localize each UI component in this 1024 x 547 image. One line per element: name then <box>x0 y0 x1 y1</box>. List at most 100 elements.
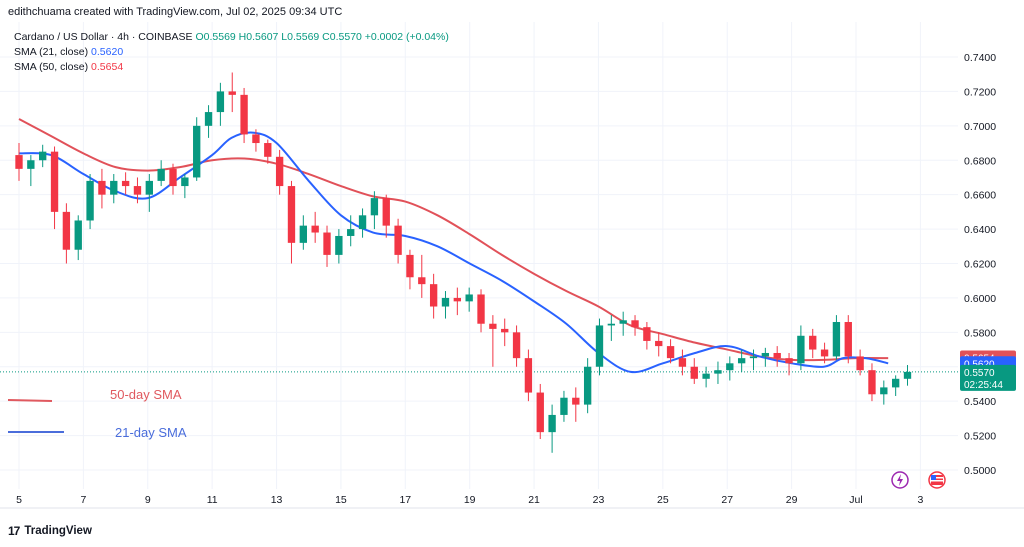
candle-body <box>418 277 426 285</box>
chart-attribution: edithchuama created with TradingView.com… <box>8 6 343 18</box>
candle-body <box>737 358 746 364</box>
brand-name: TradingView <box>24 525 92 537</box>
candle <box>595 318 604 376</box>
candle <box>773 346 781 367</box>
candle-body <box>749 356 758 359</box>
candle-body <box>74 220 82 250</box>
candle <box>204 105 213 138</box>
candle-body <box>275 156 284 187</box>
candle-body <box>15 155 23 169</box>
candle-body <box>773 352 781 359</box>
candle-body <box>465 294 473 302</box>
y-tick-label: 0.7200 <box>964 86 996 98</box>
x-axis[interactable]: 5 7 9 11 13 15 17 19 21 23 25 27 29 Jul 3 <box>16 494 923 506</box>
candle-body <box>868 370 876 395</box>
chart-legend: Cardano / US Dollar · 4h · COINBASE O0.5… <box>14 30 449 75</box>
candle-body <box>453 297 462 302</box>
x-tick-label: 19 <box>464 494 476 506</box>
y-tick-label: 0.5200 <box>964 431 996 443</box>
candle-body <box>761 352 770 357</box>
candle <box>868 363 876 402</box>
candle <box>358 208 367 238</box>
candle <box>832 315 841 360</box>
candle-body <box>358 215 367 230</box>
candle-body <box>406 254 414 278</box>
candle <box>726 356 734 381</box>
symbol-title[interactable]: Cardano / US Dollar · 4h · COINBASE <box>14 31 193 43</box>
candle-body <box>98 180 106 195</box>
y-tick-label: 0.7000 <box>964 121 996 133</box>
candle-body <box>678 358 687 367</box>
candle-body <box>287 186 296 243</box>
candle <box>382 194 390 238</box>
sma50-line <box>18 118 889 362</box>
candle-body <box>394 225 402 255</box>
chart-grid <box>0 22 1024 509</box>
candle-body <box>323 232 331 255</box>
candle <box>891 375 900 397</box>
y-tick-label: 0.6800 <box>964 155 996 167</box>
y-axis[interactable]: 0.7400 0.7200 0.7000 0.6800 0.6600 0.6400 0.62… <box>964 52 996 477</box>
sma21-legend-value: 0.5620 <box>91 46 124 58</box>
candle <box>323 225 331 267</box>
candle <box>157 160 165 187</box>
candle-body <box>631 320 639 328</box>
candle-body <box>347 229 355 236</box>
candle <box>820 342 829 364</box>
ohlc-readout: O0.5569 H0.5607 L0.5569 C0.5570 +0.0002 … <box>195 31 449 43</box>
candle <box>110 174 118 204</box>
candle-body <box>370 198 379 216</box>
candles <box>15 72 912 453</box>
current-price-tag-bg <box>960 364 1016 391</box>
corner-icons[interactable] <box>891 471 946 489</box>
candle <box>62 203 71 264</box>
x-tick-label: 21 <box>528 494 540 506</box>
candle-body <box>240 94 248 135</box>
candle <box>797 325 805 371</box>
candle-body <box>607 323 616 326</box>
candle <box>809 328 817 359</box>
candle <box>275 149 284 195</box>
x-tick-label: 15 <box>335 494 347 506</box>
candle <box>74 215 82 261</box>
candle <box>98 168 106 209</box>
candle-body <box>785 358 793 364</box>
x-tick-label: 17 <box>399 494 411 506</box>
tradingview-brand[interactable]: 17 TradingView <box>8 524 92 538</box>
lightning-event-icon <box>891 471 909 489</box>
sma50-legend-label[interactable]: SMA (50, close) <box>14 61 89 73</box>
candle-body <box>299 225 307 243</box>
candle <box>856 349 864 376</box>
candle-body <box>501 328 509 333</box>
candle-body <box>441 297 450 307</box>
candle <box>489 315 497 367</box>
candle <box>240 87 248 144</box>
candle <box>181 174 189 199</box>
candle <box>347 215 355 247</box>
candle <box>228 72 236 113</box>
sma21-legend-label[interactable]: SMA (21, close) <box>14 46 89 58</box>
x-tick-label: 29 <box>786 494 798 506</box>
us-flag-event-icon <box>928 471 946 489</box>
candle <box>631 315 639 336</box>
candle-body <box>181 177 189 187</box>
candle <box>287 180 296 264</box>
candle <box>193 117 201 181</box>
candle <box>607 315 616 341</box>
candle-body <box>169 168 177 187</box>
candle <box>465 287 473 312</box>
candle-body <box>595 325 604 367</box>
candle <box>702 366 710 388</box>
candle-body <box>832 322 841 357</box>
candle <box>39 144 47 168</box>
candle-body <box>548 414 556 433</box>
candle <box>619 311 627 336</box>
x-tick-label: 5 <box>16 494 22 506</box>
candle <box>655 332 663 357</box>
candle-body <box>560 397 568 415</box>
candle <box>15 143 23 181</box>
sma21-annotation-label: 21-day SMA <box>115 425 187 440</box>
candle <box>501 318 509 347</box>
